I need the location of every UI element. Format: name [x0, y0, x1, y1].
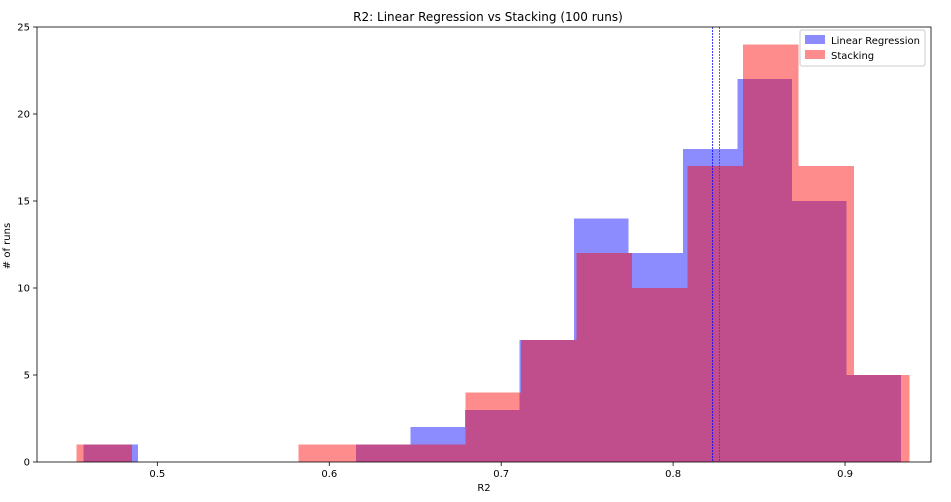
- legend-swatch-linear-regression: [805, 35, 825, 44]
- x-tick-label-0.6: 0.6: [321, 469, 337, 480]
- bar-stacking-4: [298, 444, 355, 462]
- legend-label-stacking: Stacking: [831, 51, 874, 62]
- legend-box: [799, 29, 926, 67]
- bar-linear-regression-7: [464, 409, 520, 462]
- chart-title: R2: Linear Regression vs Stacking (100 r…: [353, 10, 623, 24]
- y-tick-label-25: 25: [17, 23, 30, 34]
- bar-linear-regression-12: [737, 79, 792, 462]
- x-tick-label-0.7: 0.7: [493, 469, 509, 480]
- bar-linear-regression-11: [682, 148, 738, 463]
- bar-linear-regression-0: [83, 444, 138, 462]
- x-tick-label-0.5: 0.5: [149, 469, 165, 480]
- bar-stacking-9: [576, 253, 632, 462]
- x-axis-label: R2: [477, 483, 490, 494]
- bar-linear-regression-14: [846, 375, 901, 462]
- axes: 0.5 0.6 0.7 0.8 0.9 0 5 10 15 20 25: [17, 23, 932, 480]
- bar-stacking-7: [465, 392, 521, 462]
- y-tick-label-5: 5: [24, 371, 30, 382]
- y-tick-label-15: 15: [17, 197, 30, 208]
- x-tick-label-0.8: 0.8: [665, 469, 681, 480]
- bar-linear-regression-8: [519, 340, 574, 462]
- bar-stacking-11: [687, 166, 743, 462]
- x-tick-label-0.9: 0.9: [837, 469, 853, 480]
- bar-stacking-6: [409, 444, 466, 462]
- bar-linear-regression-9: [573, 218, 629, 462]
- legend-label-linear-regression: Linear Regression: [831, 36, 920, 47]
- legend: Linear Regression Stacking: [799, 29, 926, 67]
- y-tick-label-20: 20: [17, 110, 30, 121]
- bar-stacking-12: [742, 44, 799, 463]
- bar-stacking-5: [354, 444, 410, 462]
- bar-stacking-8: [520, 340, 577, 462]
- mean-lines: [712, 27, 720, 462]
- bar-stacking-0: [76, 444, 133, 462]
- bar-stacking-10: [631, 288, 688, 462]
- y-axis-label: # of runs: [2, 223, 13, 269]
- legend-swatch-stacking: [805, 50, 825, 59]
- bar-stacking-14: [853, 375, 910, 462]
- bar-linear-regression-10: [628, 253, 683, 462]
- y-tick-label-0: 0: [24, 458, 30, 469]
- plot-frame: [36, 26, 932, 463]
- y-tick-label-10: 10: [17, 284, 30, 295]
- bar-linear-regression-6: [410, 427, 465, 462]
- bar-linear-regression-5: [355, 444, 411, 462]
- bar-linear-regression-13: [791, 201, 847, 462]
- bar-stacking-13: [798, 166, 854, 462]
- bars-layer: [76, 44, 910, 463]
